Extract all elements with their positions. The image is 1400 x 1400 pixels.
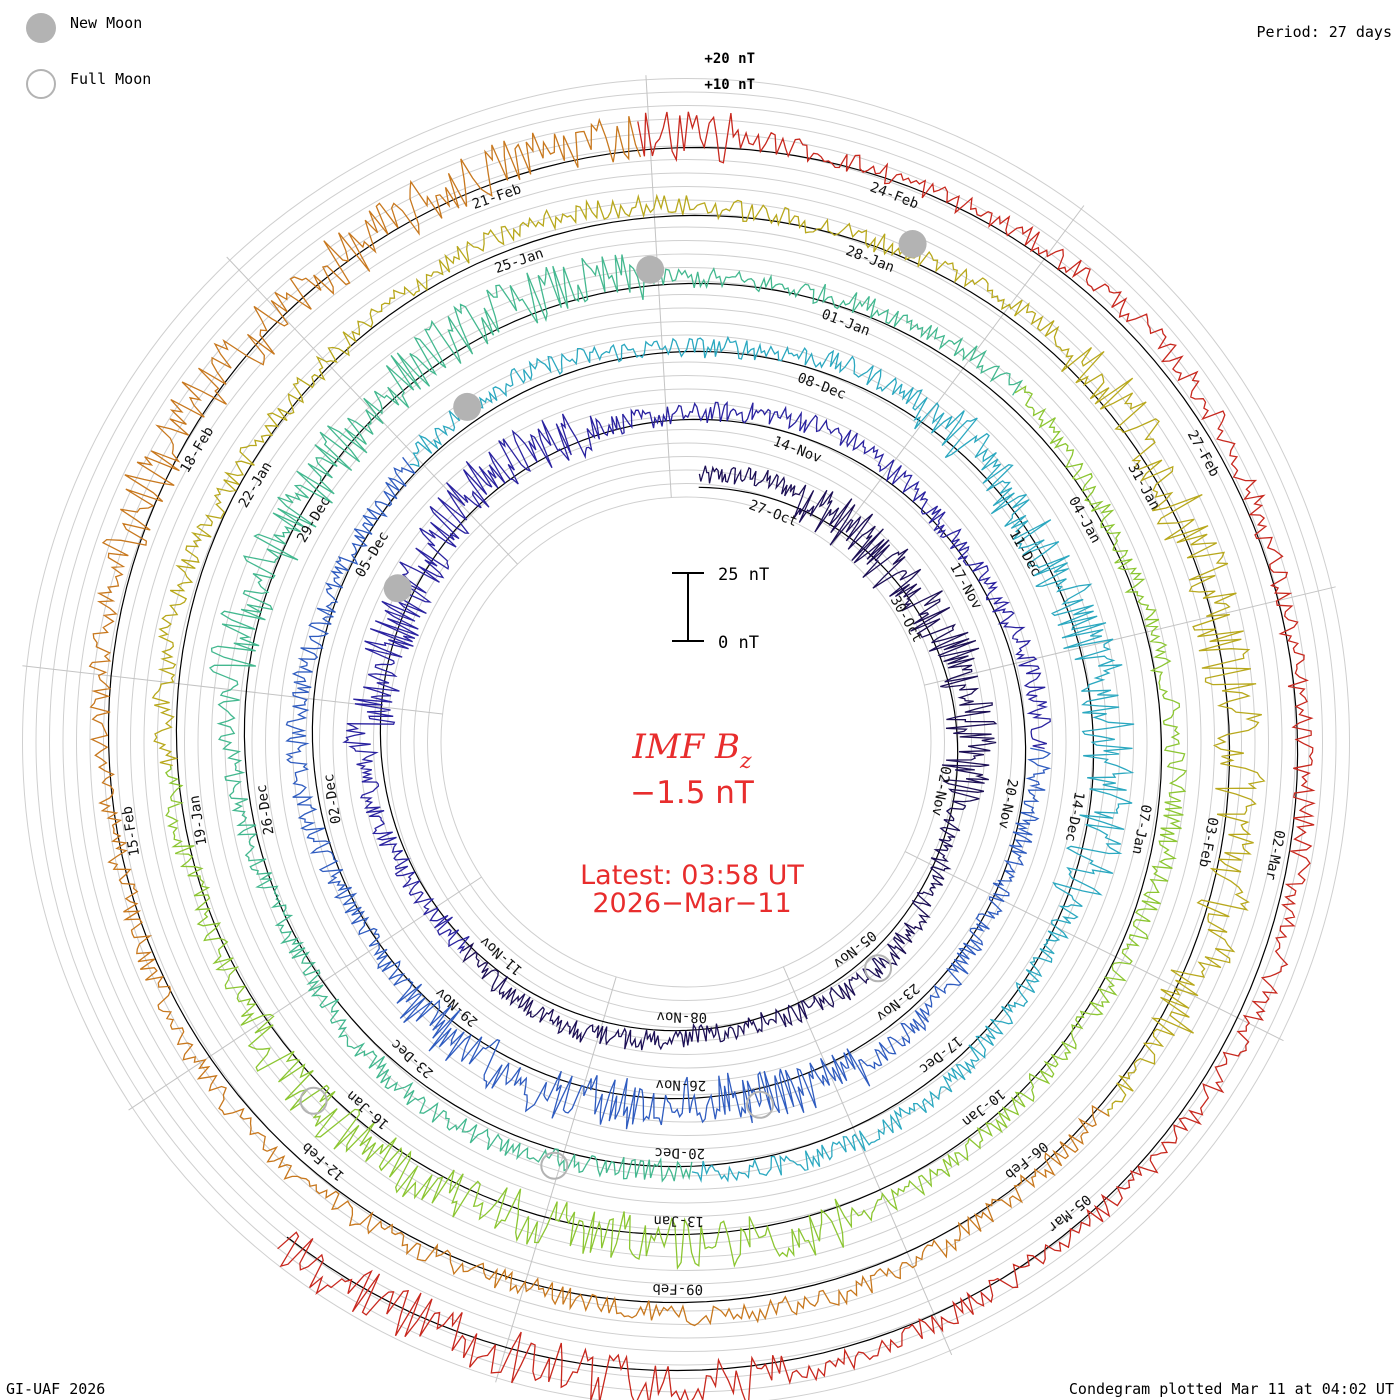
- ring-label-plus20: +20 nT: [704, 51, 755, 67]
- grid-circle: [373, 429, 999, 1055]
- zero-baseline-spiral: [107, 146, 1299, 1372]
- new-moon-marker: [636, 255, 665, 284]
- moon-markers: [299, 230, 927, 1180]
- bz-trace-segment: [409, 335, 1135, 1184]
- center-readout: IMF Bz −1.5 nT Latest: 03:58 UT 2026−Mar…: [580, 727, 804, 919]
- full-moon-legend-icon: [26, 69, 56, 99]
- date-tick-label: 15-Feb: [119, 805, 143, 857]
- full-moon-marker: [864, 954, 893, 983]
- date-tick-label: 02-Dec: [321, 773, 345, 825]
- grid-circle: [170, 226, 1202, 1258]
- grid-circle: [238, 294, 1134, 1190]
- date-tick-label: 08-Nov: [656, 1008, 707, 1025]
- grid-spoke: [128, 876, 482, 1111]
- scale-bar: 25 nT 0 nT: [672, 565, 769, 653]
- grid-circle: [251, 307, 1121, 1177]
- grid-circle: [62, 118, 1310, 1366]
- date-tick-label: 27-Oct: [747, 497, 800, 530]
- date-tick-label: 07-Jan: [1129, 803, 1154, 856]
- date-tick-label: 20-Nov: [995, 777, 1020, 830]
- latest-value: −1.5 nT: [630, 775, 755, 811]
- date-tick-label: 27-Feb: [1184, 428, 1223, 480]
- grid-circle: [116, 172, 1256, 1312]
- grid-spoke: [782, 966, 953, 1356]
- date-tick-label: 14-Nov: [771, 434, 824, 467]
- grid-circle: [184, 240, 1188, 1244]
- bz-trace-segment: [88, 116, 1110, 1327]
- grid-circle: [197, 253, 1175, 1231]
- grid-circle: [332, 388, 1040, 1096]
- scale-bottom-label: 0 nT: [718, 633, 759, 653]
- full-moon-marker: [746, 1090, 774, 1119]
- date-tick-label: 11-Dec: [1006, 527, 1045, 579]
- date-tick-label: 14-Dec: [1062, 790, 1087, 843]
- date-tick-label: 08-Dec: [795, 370, 848, 403]
- grid-circle: [103, 159, 1269, 1325]
- date-tick-label: 25-Jan: [493, 245, 546, 277]
- bz-trace-segment: [342, 401, 1051, 954]
- bz-trace-segment: [285, 456, 1052, 1130]
- date-tick-label: 19-Jan: [187, 794, 211, 846]
- quantity-title-main: IMF B: [631, 727, 740, 767]
- grid-circle: [130, 186, 1242, 1298]
- grid-spoke: [831, 205, 1085, 546]
- date-tick-label: 03-Feb: [1195, 816, 1220, 869]
- ring-label-plus10: +10 nT: [704, 77, 755, 93]
- grid-circle: [224, 280, 1148, 1204]
- date-tick-label: 26-Nov: [655, 1076, 706, 1093]
- date-tick-label: 01-Jan: [819, 306, 872, 339]
- latest-date: 2026−Mar−11: [592, 888, 791, 919]
- quantity-title: IMF Bz: [631, 727, 752, 774]
- grid-circle: [89, 145, 1283, 1339]
- new-moon-marker: [453, 392, 482, 421]
- date-tick-label: 13-Jan: [653, 1212, 704, 1229]
- date-tick-label: 02-Mar: [1262, 829, 1287, 882]
- grid-spoke: [924, 586, 1336, 686]
- full-moon-legend-label: Full Moon: [70, 70, 151, 88]
- grid-circle: [265, 321, 1107, 1163]
- plotted-timestamp: Condegram plotted Mar 11 at 04:02 UT: [1069, 1380, 1394, 1398]
- grid-circle: [305, 361, 1067, 1123]
- grid-circle: [211, 267, 1161, 1217]
- legend: New Moon Full Moon: [26, 13, 151, 99]
- grid-circle: [386, 442, 986, 1042]
- date-tick-label: 20-Dec: [654, 1144, 705, 1161]
- full-moon-marker: [299, 1086, 328, 1115]
- bz-trace-segment: [151, 193, 1266, 1116]
- date-tick-label: 18-Feb: [178, 424, 218, 476]
- bz-trace-segment: [208, 254, 1024, 1183]
- new-moon-marker: [898, 230, 927, 258]
- new-moon-legend-icon: [26, 13, 56, 43]
- quantity-title-sub: z: [739, 749, 752, 774]
- date-tick-label: 22-Jan: [236, 459, 276, 511]
- grid-circle: [427, 483, 945, 1001]
- date-tick-label: 26-Dec: [254, 783, 278, 835]
- date-tick-label: 28-Jan: [843, 243, 896, 276]
- grid-spoke: [904, 851, 1284, 1042]
- date-tick-label: 24-Feb: [868, 179, 921, 212]
- date-tick-label: 09-Feb: [652, 1280, 703, 1297]
- credit-label: GI-UAF 2026: [6, 1380, 105, 1398]
- grid-circle: [22, 78, 1350, 1400]
- grid-circle: [49, 105, 1323, 1379]
- data-traces: [88, 111, 1316, 1400]
- grid-spoke: [22, 665, 443, 715]
- grid-circle: [440, 496, 932, 988]
- period-label: Period: 27 days: [1257, 23, 1392, 41]
- grid-spoke: [226, 256, 518, 565]
- bz-trace-segment: [277, 111, 1316, 1400]
- date-tick-label: 05-Nov: [830, 927, 879, 971]
- grid-circle: [400, 456, 972, 1028]
- new-moon-legend-label: New Moon: [70, 14, 142, 32]
- polar-grid: [22, 75, 1350, 1400]
- bz-trace-segment: [462, 465, 998, 1051]
- bz-trace-segment: [165, 385, 1187, 1271]
- full-moon-marker: [540, 1151, 569, 1180]
- latest-time: Latest: 03:58 UT: [580, 860, 804, 891]
- grid-circle: [319, 375, 1053, 1109]
- scale-top-label: 25 nT: [718, 565, 769, 585]
- new-moon-marker: [383, 574, 412, 603]
